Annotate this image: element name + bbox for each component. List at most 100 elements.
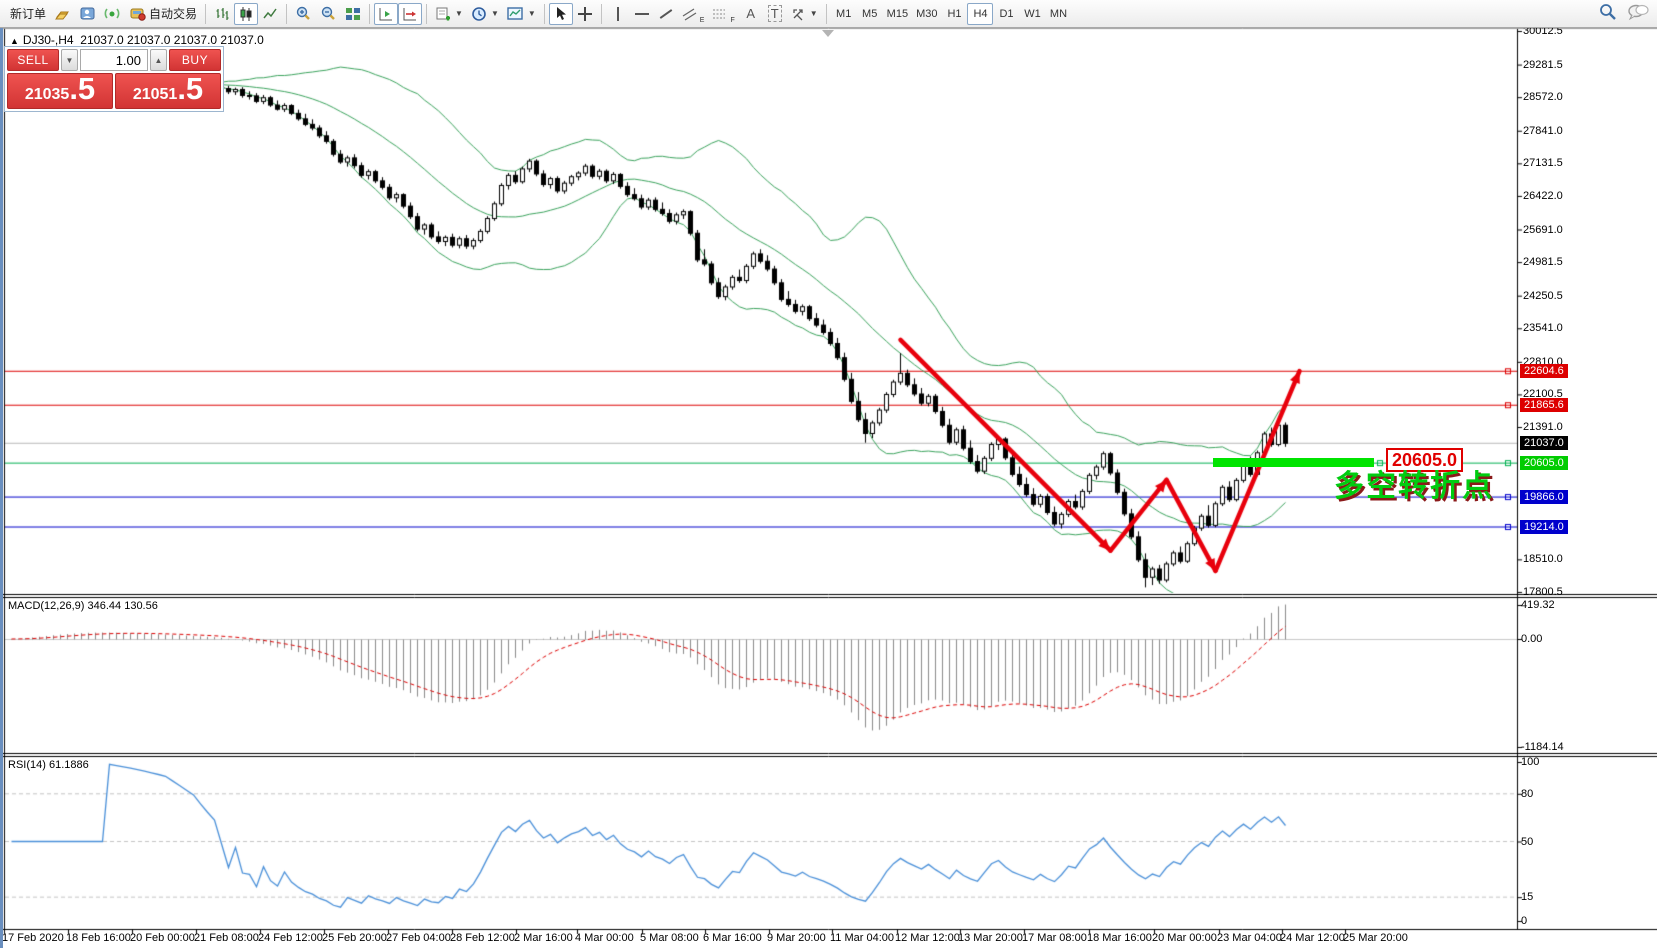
text-label-tool[interactable]: T: [763, 3, 787, 25]
trendline-tool[interactable]: [654, 3, 678, 25]
crosshair-tool-button[interactable]: [573, 3, 597, 25]
volume-decrease-button[interactable]: ▼: [61, 49, 78, 71]
time-tick-label: 28 Feb 12:00: [450, 932, 515, 944]
turning-point-annotation[interactable]: 多空转折点: [1334, 470, 1494, 503]
time-tick-label: 21 Feb 08:00: [194, 932, 259, 944]
arrows-tool[interactable]: ▼: [787, 3, 822, 25]
time-tick-label: 11 Mar 04:00: [830, 932, 895, 944]
signals-button[interactable]: [100, 3, 125, 25]
trendline-icon: [659, 8, 673, 19]
tile-windows-icon: [346, 7, 361, 20]
price-tick-label: 27131.5: [1523, 157, 1563, 170]
chat-icon[interactable]: [1627, 3, 1649, 21]
macd-zero: 0.00: [1521, 633, 1543, 645]
price-tick-label: 24250.5: [1523, 289, 1563, 302]
time-tick-label: 9 Mar 20:00: [767, 932, 826, 944]
time-tick-label: 2 Mar 16:00: [514, 932, 573, 944]
chart-title: ▲ DJ30-,H4 21037.0 21037.0 21037.0 21037.…: [10, 33, 264, 47]
time-tick-label: 13 Mar 20:00: [958, 932, 1023, 944]
price-line-tag: 21037.0: [1520, 436, 1568, 451]
text-tool[interactable]: A: [739, 3, 763, 25]
timeframe-m15[interactable]: M15: [886, 7, 909, 20]
channel-letter: E: [699, 16, 705, 24]
timeframe-m5[interactable]: M5: [862, 7, 878, 20]
vertical-line-tool[interactable]: [606, 3, 630, 25]
price-line-tag: 21865.6: [1520, 398, 1568, 413]
buy-button[interactable]: BUY: [169, 49, 221, 71]
indicators-button[interactable]: ▼: [503, 3, 540, 25]
candlestick-mode-button[interactable]: [234, 2, 259, 25]
macd-label: MACD(12,26,9): [8, 600, 85, 612]
sell-button[interactable]: SELL: [7, 49, 59, 71]
gold-deposit-icon[interactable]: [50, 3, 75, 25]
scroll-marker[interactable]: [822, 30, 834, 37]
zoom-in-icon: [296, 6, 310, 20]
publisher-button[interactable]: [75, 3, 100, 25]
chart-shift-button[interactable]: [398, 2, 423, 25]
zoom-out-icon: [321, 6, 335, 20]
time-tick-label: 25 Feb 20:00: [322, 932, 387, 944]
price-tick-label: 23541.0: [1523, 322, 1563, 335]
volume-input[interactable]: 1.00: [80, 49, 148, 71]
rsi-level-label: 15: [1521, 891, 1534, 904]
price-tick-label: 17800.5: [1523, 585, 1563, 598]
indicators-icon: [507, 6, 523, 20]
volume-increase-button[interactable]: ▲: [150, 49, 167, 71]
fibonacci-letter: F: [730, 16, 735, 24]
sell-price-frac: .5: [69, 71, 96, 106]
timeframe-d1[interactable]: D1: [999, 7, 1014, 20]
price-tick-label: 18510.0: [1523, 553, 1563, 566]
auto-scroll-icon: [379, 7, 393, 20]
auto-scroll-button[interactable]: [374, 2, 399, 25]
gold-icon: [54, 11, 70, 20]
time-tick-label: 5 Mar 08:00: [640, 932, 699, 944]
fibonacci-icon: [713, 9, 726, 18]
auto-trading-button[interactable]: 自动交易: [125, 3, 201, 25]
price-tick-label: 27841.0: [1523, 124, 1563, 137]
timeframe-w1[interactable]: W1: [1024, 7, 1041, 20]
price-tick-label: 28572.0: [1523, 91, 1563, 104]
support-price-label[interactable]: 20605.0: [1386, 448, 1463, 472]
time-tick-label: 17 Mar 08:00: [1022, 932, 1087, 944]
macd-header: MACD(12,26,9) 346.44 130.56: [8, 600, 158, 612]
sell-price-button[interactable]: 21035.5: [7, 73, 113, 109]
arrows-caret: ▼: [809, 9, 818, 18]
collapse-triangle-icon[interactable]: ▲: [10, 36, 19, 46]
zoom-in-button[interactable]: [291, 3, 316, 25]
tile-windows-button[interactable]: [341, 3, 365, 25]
timeframe-m1[interactable]: M1: [836, 7, 852, 20]
cursor-tool-button[interactable]: [548, 2, 573, 25]
horizontal-line-tool[interactable]: [630, 3, 654, 25]
support-zone-bar[interactable]: [1213, 458, 1374, 467]
bar-chart-icon: [216, 7, 229, 20]
line-chart-mode-button[interactable]: [258, 3, 282, 25]
time-tick-label: 4 Mar 00:00: [575, 932, 634, 944]
new-order-button[interactable]: 新订单: [10, 7, 47, 21]
macd-min: -1184.14: [1521, 741, 1564, 753]
bar-chart-mode-button[interactable]: [210, 3, 234, 25]
price-line-tag: 19866.0: [1520, 490, 1568, 505]
publisher-icon: [80, 7, 95, 20]
zoom-out-button[interactable]: [316, 3, 341, 25]
macd-value: 346.44: [87, 600, 122, 612]
line-chart-icon: [263, 8, 277, 18]
new-chart-button[interactable]: ▼: [431, 3, 467, 25]
timeframe-h1[interactable]: H1: [947, 7, 962, 20]
time-axis: 17 Feb 2020 18 Feb 16:00 20 Feb 00:00 21 Fe…: [0, 930, 1657, 948]
time-tick-label: 20 Mar 00:00: [1152, 932, 1217, 944]
search-icon[interactable]: [1599, 3, 1617, 21]
timeframe-m30[interactable]: M30: [916, 7, 938, 20]
time-tick-label: 18 Mar 16:00: [1087, 932, 1152, 944]
arrows-icon: [793, 8, 803, 20]
timeframe-h4[interactable]: H4: [967, 2, 994, 25]
macd-signal-value: 130.56: [124, 600, 158, 612]
channel-tool[interactable]: E: [678, 3, 709, 25]
profiles-button[interactable]: ▼: [467, 3, 503, 25]
fibonacci-tool[interactable]: F: [708, 3, 738, 25]
one-click-trading-panel: SELL ▼ 1.00 ▲ BUY 21035.5 21051.5: [4, 46, 224, 112]
timeframe-mn[interactable]: MN: [1049, 7, 1068, 20]
buy-price-button[interactable]: 21051.5: [115, 73, 221, 109]
rsi-label: RSI(14): [8, 759, 46, 771]
